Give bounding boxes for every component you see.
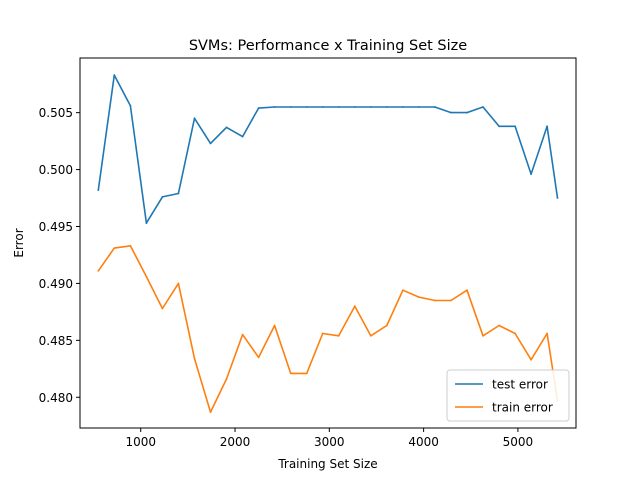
data-point-test-error [305,106,308,108]
data-point-test-error [145,222,148,225]
y-tick-label: 0.485 [39,334,73,348]
data-point-train-error [353,305,356,308]
data-point-test-error [369,106,372,108]
data-point-test-error [402,106,404,108]
data-point-test-error [129,104,132,107]
data-point-test-error [353,106,356,108]
data-point-train-error [418,296,420,298]
data-point-train-error [193,357,196,360]
data-point-train-error [129,244,132,247]
data-point-train-error [514,332,516,335]
data-point-train-error [145,275,148,278]
data-point-test-error [546,125,548,128]
data-point-test-error [466,111,468,114]
y-axis-label: Error [12,228,26,257]
y-tick-label: 0.500 [39,163,73,177]
x-tick-label: 5000 [503,435,534,449]
data-point-train-error [466,289,468,292]
y-tick-label: 0.505 [39,106,73,120]
data-point-test-error [177,192,180,195]
data-point-test-error [450,111,452,114]
data-point-train-error [225,378,228,380]
data-point-test-error [289,106,292,108]
data-point-test-error [209,142,212,145]
series-line-test-error [97,74,559,224]
data-point-test-error [225,126,228,129]
data-point-test-error [530,173,532,176]
legend: test error train error [446,369,570,422]
data-point-train-error [321,332,324,335]
data-point-train-error [337,334,340,337]
data-point-train-error [273,324,276,327]
y-tick-label: 0.490 [39,277,73,291]
legend-label-train-error: train error [492,401,553,415]
data-point-test-error [321,106,324,108]
data-point-test-error [337,106,340,108]
data-point-train-error [385,324,388,327]
chart-title: SVMs: Performance x Training Set Size [189,38,467,54]
data-point-test-error [418,106,420,108]
data-point-train-error [241,333,244,336]
data-point-train-error [402,289,404,292]
plot-area [97,74,559,413]
plot-frame [79,57,577,429]
data-point-train-error [450,299,452,302]
data-point-test-error [193,117,196,120]
data-point-train-error [530,358,532,361]
data-point-train-error [434,299,436,302]
data-point-train-error [177,282,180,285]
data-point-train-error [97,270,100,272]
series-line-train-error [97,245,559,413]
x-tick-label: 4000 [408,435,439,449]
data-point-train-error [161,307,164,310]
data-point-train-error [113,247,116,250]
data-point-train-error [209,411,212,413]
y-tick-label: 0.495 [39,220,73,234]
data-point-test-error [482,106,484,108]
y-axis-ticks: 0.480 0.485 0.490 0.495 0.500 0.505 [39,106,80,405]
x-tick-label: 2000 [220,435,251,449]
data-point-train-error [369,334,372,337]
x-tick-label: 3000 [314,435,345,449]
data-point-train-error [498,324,500,327]
data-point-train-error [482,334,484,337]
legend-box [446,369,570,422]
data-point-train-error [546,332,548,335]
data-point-test-error [498,125,500,128]
y-tick-label: 0.480 [39,391,73,405]
data-point-test-error [385,106,388,108]
data-point-test-error [514,125,516,128]
data-point-test-error [257,107,260,109]
data-point-train-error [305,372,308,375]
data-point-train-error [289,372,292,375]
data-point-test-error [273,106,276,108]
data-point-test-error [556,197,559,199]
legend-label-test-error: test error [492,378,548,392]
data-point-test-error [97,189,100,192]
data-point-train-error [257,356,260,359]
data-point-test-error [434,106,436,108]
data-point-test-error [241,135,244,138]
x-axis-ticks: 1000 2000 3000 4000 5000 [125,428,533,449]
x-axis-label: Training Set Size [277,457,377,471]
data-point-test-error [161,196,164,198]
data-point-test-error [113,74,116,76]
x-tick-label: 1000 [125,435,156,449]
